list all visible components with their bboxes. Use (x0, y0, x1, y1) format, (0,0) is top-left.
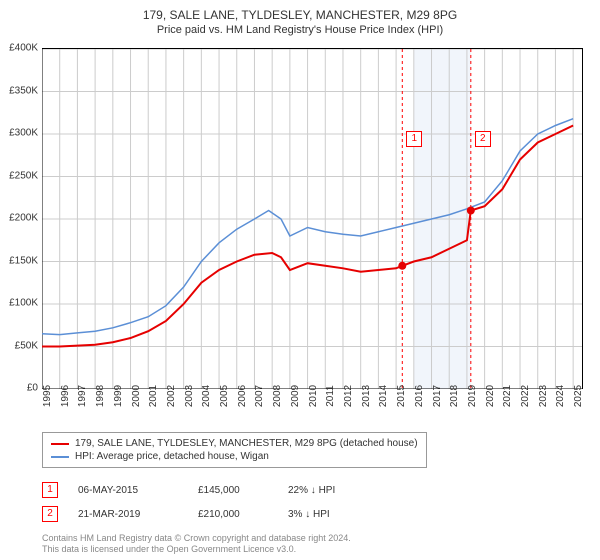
legend-label: HPI: Average price, detached house, Wiga… (75, 451, 269, 462)
x-tick-label: 2004 (201, 385, 212, 407)
y-tick-label: £400K (9, 43, 38, 54)
x-axis-labels: 1995199619971998199920002001200220032004… (42, 392, 582, 432)
x-tick-label: 2012 (343, 385, 354, 407)
tx-price: £145,000 (198, 485, 268, 496)
x-tick-label: 2014 (378, 385, 389, 407)
x-tick-label: 2001 (148, 385, 159, 407)
x-tick-label: 2007 (254, 385, 265, 407)
x-tick-label: 2005 (219, 385, 230, 407)
y-tick-label: £0 (27, 383, 38, 394)
x-tick-label: 2000 (131, 385, 142, 407)
x-tick-label: 2016 (414, 385, 425, 407)
transactions-table: 1 06-MAY-2015 £145,000 22% ↓ HPI 2 21-MA… (42, 478, 368, 526)
tx-change: 22% ↓ HPI (288, 485, 368, 496)
table-row: 1 06-MAY-2015 £145,000 22% ↓ HPI (42, 478, 368, 502)
x-tick-label: 2023 (538, 385, 549, 407)
x-tick-label: 2025 (573, 385, 584, 407)
y-tick-label: £100K (9, 298, 38, 309)
x-tick-label: 2022 (520, 385, 531, 407)
event-marker: 2 (475, 131, 491, 147)
y-axis-labels: £0£50K£100K£150K£200K£250K£300K£350K£400… (0, 48, 40, 388)
x-tick-label: 2009 (290, 385, 301, 407)
x-tick-label: 2011 (325, 385, 336, 407)
legend-row: 179, SALE LANE, TYLDESLEY, MANCHESTER, M… (51, 437, 418, 450)
table-row: 2 21-MAR-2019 £210,000 3% ↓ HPI (42, 502, 368, 526)
x-tick-label: 2017 (432, 385, 443, 407)
x-tick-label: 1997 (77, 385, 88, 407)
x-tick-label: 2024 (555, 385, 566, 407)
x-tick-label: 2013 (361, 385, 372, 407)
y-tick-label: £300K (9, 128, 38, 139)
y-tick-label: £350K (9, 85, 38, 96)
legend-row: HPI: Average price, detached house, Wiga… (51, 450, 418, 463)
page-subtitle: Price paid vs. HM Land Registry's House … (0, 24, 600, 36)
chart-area: 12 (42, 48, 583, 389)
x-tick-label: 2010 (308, 385, 319, 407)
tx-date: 21-MAR-2019 (78, 509, 178, 520)
copyright-line: This data is licensed under the Open Gov… (42, 544, 351, 556)
x-tick-label: 2021 (502, 385, 513, 407)
page-title: 179, SALE LANE, TYLDESLEY, MANCHESTER, M… (0, 8, 600, 22)
chart-legend: 179, SALE LANE, TYLDESLEY, MANCHESTER, M… (42, 432, 427, 468)
legend-swatch (51, 456, 69, 458)
tx-change: 3% ↓ HPI (288, 509, 368, 520)
x-tick-label: 2015 (396, 385, 407, 407)
legend-swatch (51, 443, 69, 445)
tx-price: £210,000 (198, 509, 268, 520)
y-tick-label: £200K (9, 213, 38, 224)
x-tick-label: 2006 (237, 385, 248, 407)
x-tick-label: 1999 (113, 385, 124, 407)
tx-date: 06-MAY-2015 (78, 485, 178, 496)
x-tick-label: 1996 (60, 385, 71, 407)
x-tick-label: 2003 (184, 385, 195, 407)
x-tick-label: 1995 (42, 385, 53, 407)
x-tick-label: 2002 (166, 385, 177, 407)
copyright-line: Contains HM Land Registry data © Crown c… (42, 533, 351, 545)
y-tick-label: £250K (9, 170, 38, 181)
legend-label: 179, SALE LANE, TYLDESLEY, MANCHESTER, M… (75, 438, 418, 449)
x-tick-label: 2019 (467, 385, 478, 407)
y-tick-label: £50K (15, 340, 38, 351)
y-tick-label: £150K (9, 255, 38, 266)
x-tick-label: 1998 (95, 385, 106, 407)
tx-marker: 1 (42, 482, 58, 498)
x-tick-label: 2020 (485, 385, 496, 407)
x-tick-label: 2018 (449, 385, 460, 407)
copyright-notice: Contains HM Land Registry data © Crown c… (42, 533, 351, 556)
tx-marker: 2 (42, 506, 58, 522)
event-marker: 1 (406, 131, 422, 147)
chart-svg (42, 49, 582, 389)
x-tick-label: 2008 (272, 385, 283, 407)
